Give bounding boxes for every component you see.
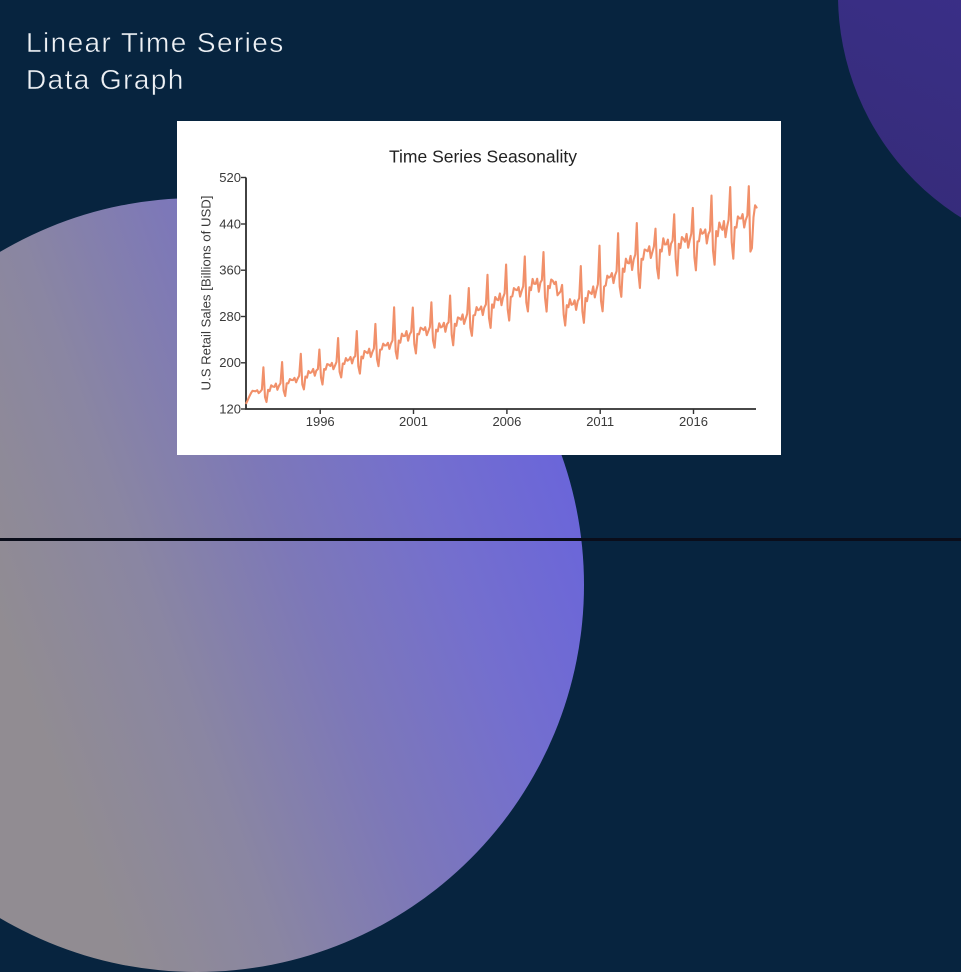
svg-text:440: 440: [219, 216, 241, 231]
svg-text:280: 280: [219, 309, 241, 324]
svg-text:U.S Retail Sales [Billions of: U.S Retail Sales [Billions of USD]: [199, 196, 214, 391]
svg-text:520: 520: [219, 170, 241, 185]
svg-text:2011: 2011: [586, 414, 614, 429]
svg-text:1996: 1996: [306, 414, 335, 429]
svg-text:360: 360: [219, 263, 241, 278]
svg-text:120: 120: [219, 401, 241, 416]
svg-text:2006: 2006: [492, 414, 521, 429]
svg-text:2001: 2001: [399, 414, 428, 429]
svg-text:Time Series Seasonality: Time Series Seasonality: [389, 147, 577, 167]
svg-text:2016: 2016: [679, 414, 708, 429]
svg-text:200: 200: [219, 355, 241, 370]
